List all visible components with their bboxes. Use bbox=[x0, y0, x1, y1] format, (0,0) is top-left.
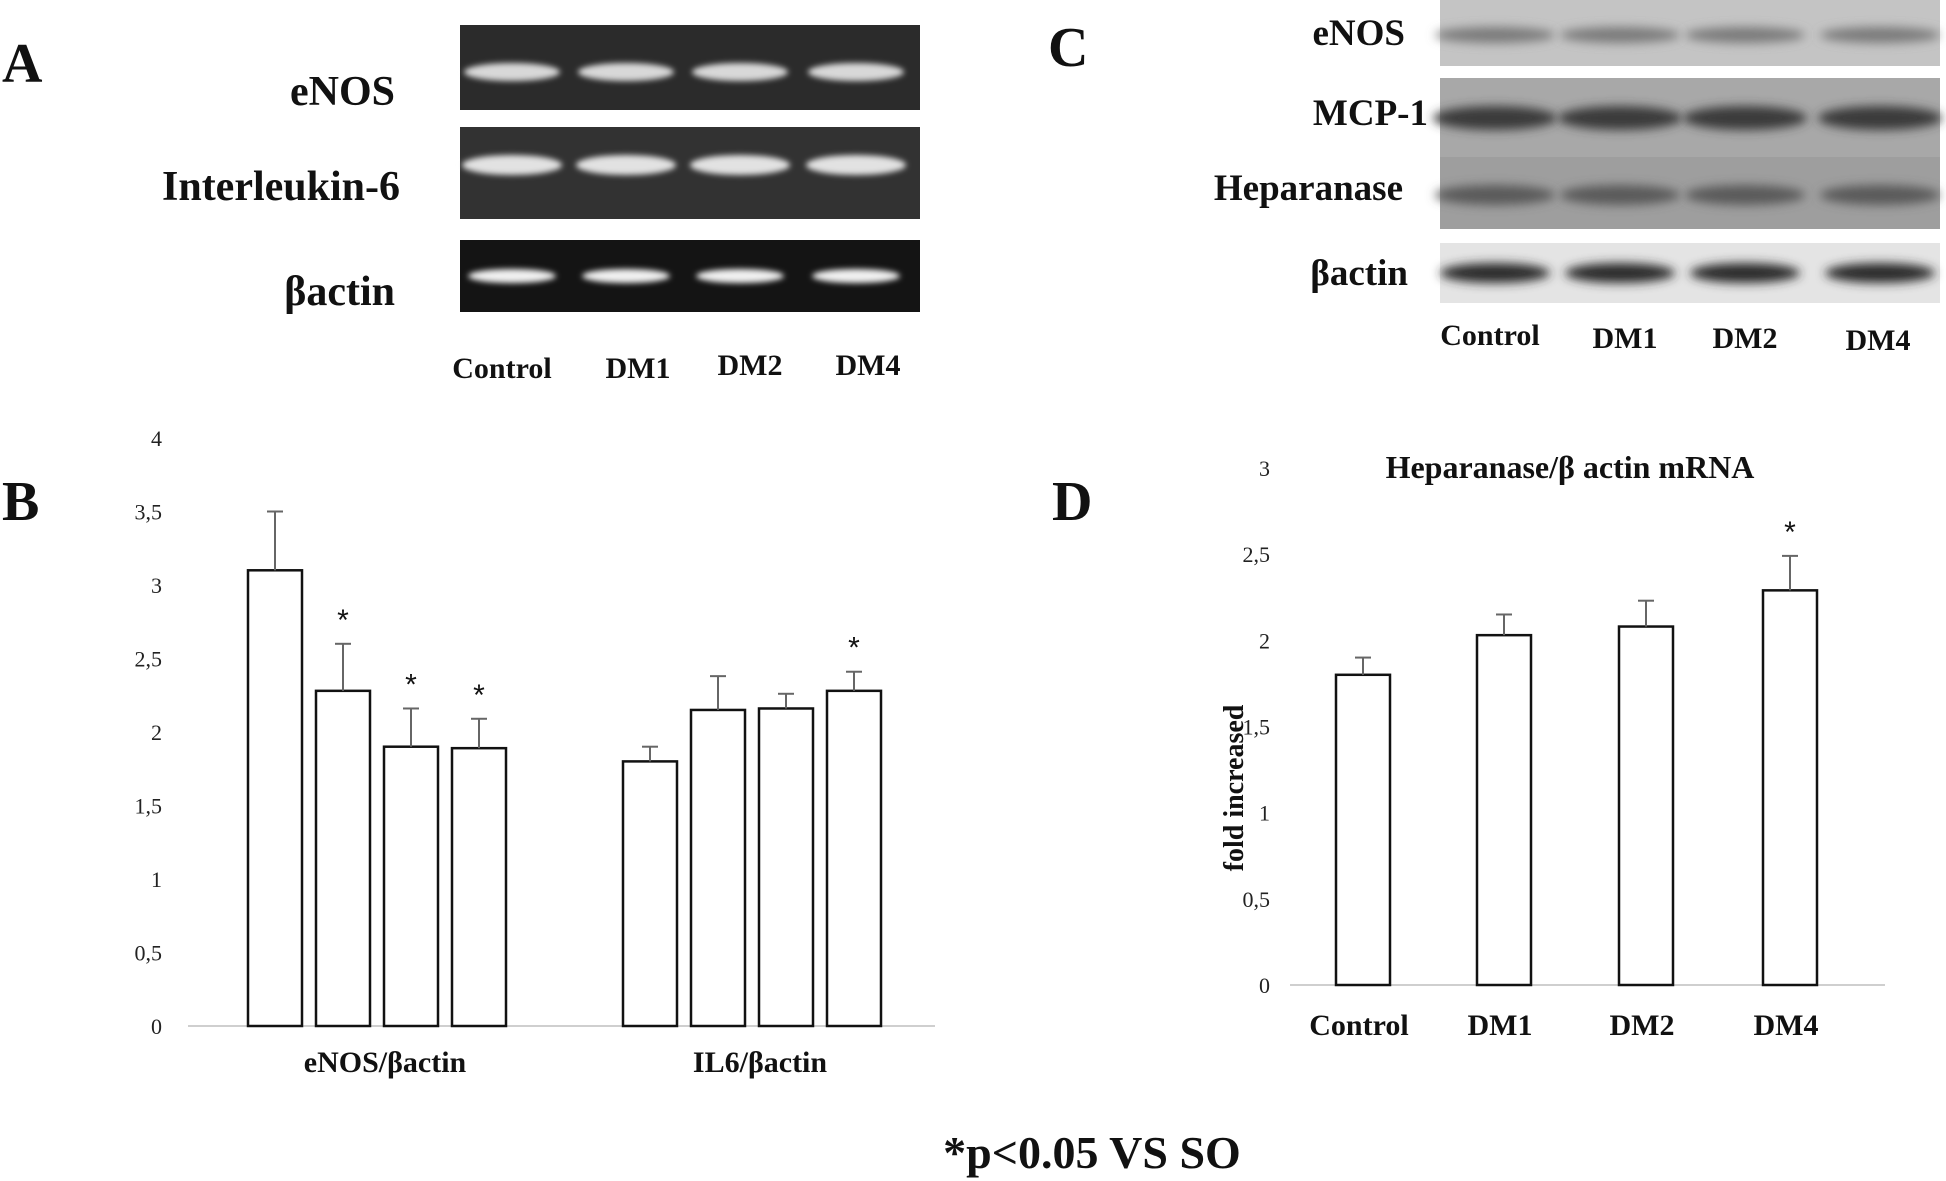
panel-b-significance-star: * bbox=[337, 604, 349, 637]
gel-band-il6-4 bbox=[806, 155, 906, 175]
panel-b-category-label: eNOS/βactin bbox=[304, 1046, 467, 1079]
panel-c-row-label-bactin: βactin bbox=[1310, 253, 1408, 294]
panel-c-lane-dm2: DM2 bbox=[1713, 322, 1778, 355]
blot-band-bactin-1 bbox=[1440, 263, 1550, 283]
panel-b-y-tick-label: 0,5 bbox=[135, 941, 163, 966]
gel-band-bactin-3 bbox=[696, 269, 784, 283]
panel-d-y-tick-label: 1,5 bbox=[1243, 715, 1271, 740]
panel-d-y-tick-label: 2 bbox=[1259, 628, 1270, 653]
panel-c-lane-dm4: DM4 bbox=[1846, 324, 1911, 357]
panel-c-row-label-heparanase: Heparanase bbox=[1214, 168, 1403, 209]
panel-c-row-label-enos: eNOS bbox=[1313, 13, 1406, 54]
gel-band-il6-3 bbox=[690, 155, 790, 175]
gel-band-bactin-4 bbox=[812, 269, 900, 283]
panel-b-bar bbox=[382, 745, 440, 1028]
panel-d-category-label: DM4 bbox=[1754, 1009, 1819, 1042]
panel-b-chart: 0 0,5 1 1,5 2 2,5 3 3,5 4 * * * eNOS/βactin * IL6/βact… bbox=[135, 426, 935, 1079]
panel-b-bar bbox=[757, 707, 815, 1028]
gel-band-enos-1 bbox=[464, 63, 560, 81]
panel-b-y-tick-label: 2 bbox=[151, 720, 162, 745]
panel-d-bar bbox=[1334, 673, 1392, 987]
panel-b-y-tick-label: 3,5 bbox=[135, 500, 163, 525]
panel-d-significance-star: * bbox=[1784, 516, 1796, 549]
gel-band-bactin-2 bbox=[582, 269, 670, 283]
panel-b-y-tick-label: 2,5 bbox=[135, 647, 163, 672]
blot-band-mcp1-2 bbox=[1558, 106, 1682, 130]
panel-d-category-label: DM1 bbox=[1468, 1009, 1533, 1042]
panel-b-bar bbox=[246, 569, 304, 1028]
blot-band-bactin-2 bbox=[1565, 263, 1675, 283]
gel-band-enos-2 bbox=[578, 63, 674, 81]
panel-b-bar bbox=[621, 760, 679, 1028]
panel-b-letter: B bbox=[2, 471, 39, 533]
panel-c-lane-control: Control bbox=[1440, 319, 1539, 352]
panel-a-lane-dm4: DM4 bbox=[836, 349, 901, 382]
gel-band-enos-4 bbox=[808, 63, 904, 81]
blot-band-heparanase-1 bbox=[1435, 185, 1555, 205]
blot-band-mcp1-3 bbox=[1683, 106, 1807, 130]
panel-c-row-label-mcp1: MCP-1 bbox=[1313, 93, 1428, 134]
gel-band-il6-2 bbox=[576, 155, 676, 175]
panel-d-bar bbox=[1475, 633, 1533, 987]
panel-b-bar bbox=[450, 746, 508, 1028]
gel-band-enos-3 bbox=[692, 63, 788, 81]
panel-a-lane-dm1: DM1 bbox=[606, 352, 671, 385]
panel-d-y-tick-label: 1 bbox=[1259, 801, 1270, 826]
panel-b-bar bbox=[825, 689, 883, 1028]
panel-b-bar bbox=[314, 689, 372, 1028]
panel-d-y-tick-label: 2,5 bbox=[1243, 542, 1271, 567]
panel-c-lane-dm1: DM1 bbox=[1593, 322, 1658, 355]
panel-b-significance-star: * bbox=[848, 632, 860, 665]
blot-band-bactin-4 bbox=[1825, 263, 1935, 283]
panel-b-bar bbox=[689, 708, 747, 1028]
blot-band-bactin-3 bbox=[1690, 263, 1800, 283]
panel-a-gel bbox=[460, 25, 920, 312]
blot-band-mcp1-1 bbox=[1433, 106, 1557, 130]
panel-d-y-axis-label: fold increased bbox=[1219, 704, 1250, 871]
panel-a-letter: A bbox=[2, 33, 43, 95]
panel-d-y-tick-label: 0,5 bbox=[1243, 887, 1271, 912]
panel-a-row-label-il6: Interleukin-6 bbox=[162, 164, 400, 210]
panel-b-category-label: IL6/βactin bbox=[693, 1046, 827, 1079]
blot-band-enos-2 bbox=[1560, 27, 1680, 43]
panel-c-letter: C bbox=[1048, 17, 1088, 79]
blot-band-mcp1-4 bbox=[1818, 106, 1942, 130]
blot-band-heparanase-2 bbox=[1560, 185, 1680, 205]
blot-band-enos-4 bbox=[1820, 27, 1940, 43]
panel-d-bar bbox=[1761, 589, 1819, 987]
panel-d-y-tick-label: 0 bbox=[1259, 973, 1270, 998]
panel-d-category-label: DM2 bbox=[1610, 1009, 1675, 1042]
gel-band-il6-1 bbox=[462, 155, 562, 175]
panel-a-lane-dm2: DM2 bbox=[718, 349, 783, 382]
panel-d-y-tick-label: 3 bbox=[1259, 456, 1270, 481]
panel-a-lane-control: Control bbox=[452, 352, 551, 385]
panel-b-y-tick-label: 0 bbox=[151, 1014, 162, 1039]
panel-b-y-tick-label: 4 bbox=[151, 426, 162, 451]
panel-b-y-tick-label: 1,5 bbox=[135, 794, 163, 819]
panel-b-significance-star: * bbox=[473, 679, 485, 712]
panel-c-blot bbox=[1433, 0, 1942, 303]
panel-b-y-tick-label: 1 bbox=[151, 867, 162, 892]
blot-band-heparanase-4 bbox=[1820, 185, 1940, 205]
panel-a-row-label-enos: eNOS bbox=[290, 69, 395, 115]
blot-band-enos-1 bbox=[1435, 27, 1555, 43]
panel-b-significance-star: * bbox=[405, 668, 417, 701]
panel-d-letter: D bbox=[1052, 471, 1092, 533]
panel-d-bar bbox=[1617, 625, 1675, 987]
blot-band-heparanase-3 bbox=[1685, 185, 1805, 205]
blot-band-enos-3 bbox=[1685, 27, 1805, 43]
panel-d-title: Heparanase/β actin mRNA bbox=[1386, 449, 1755, 485]
significance-footnote: *p<0.05 VS SO bbox=[943, 1127, 1241, 1178]
panel-b-y-tick-label: 3 bbox=[151, 573, 162, 598]
panel-a-row-label-bactin: βactin bbox=[284, 269, 395, 315]
panel-d-category-label: Control bbox=[1309, 1009, 1408, 1042]
gel-band-bactin-1 bbox=[468, 269, 556, 283]
panel-d-chart: 0 0,5 1 1,5 2 2,5 3 Control DM1 DM2 * DM4 bbox=[1243, 456, 1885, 1042]
